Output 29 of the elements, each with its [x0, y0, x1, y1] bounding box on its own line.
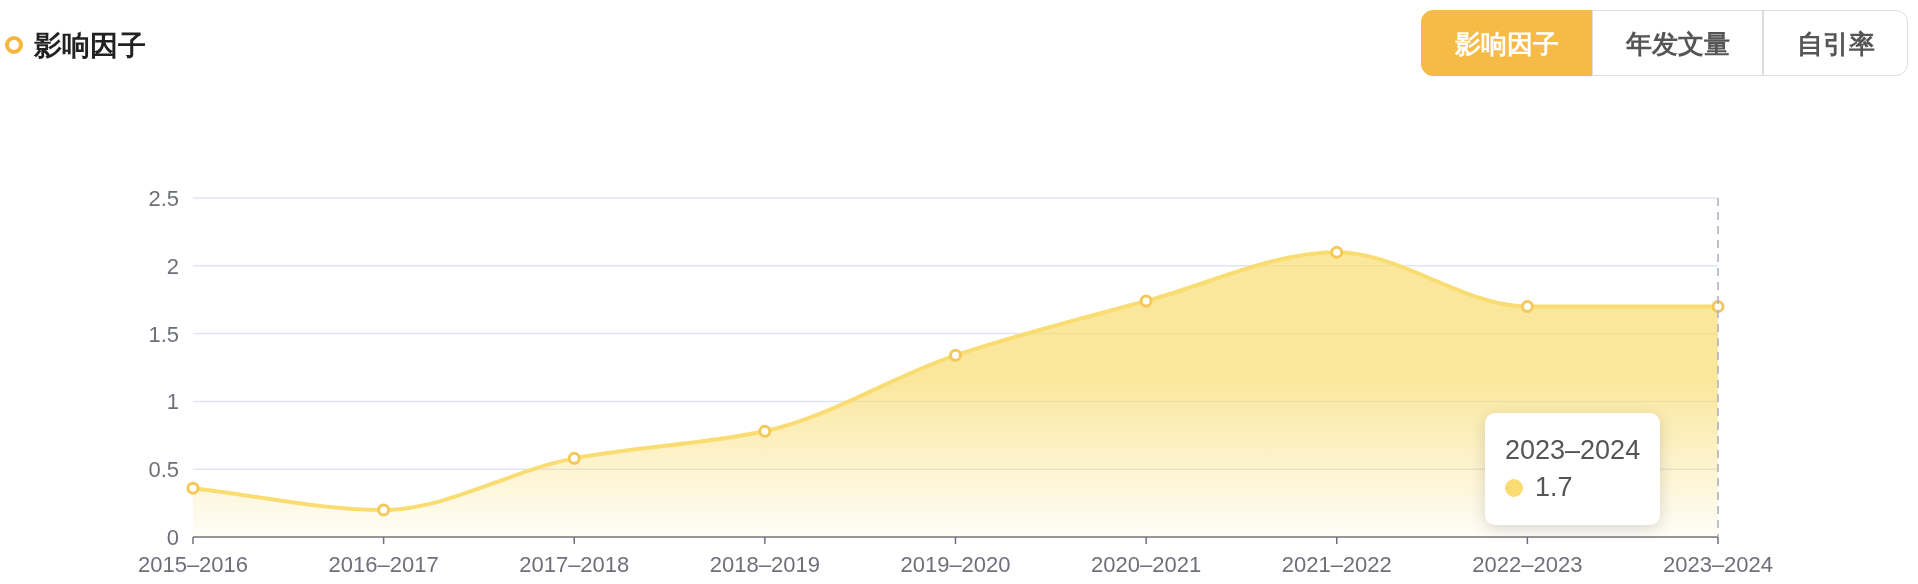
x-tick-label: 2019–2020 — [900, 552, 1011, 577]
y-tick-label: 1 — [166, 389, 179, 415]
y-tick-label: 2 — [166, 253, 179, 279]
point — [949, 348, 962, 362]
y-tick-label: 2.5 — [148, 186, 179, 211]
text: 影响因子 — [1421, 10, 1592, 76]
x-tick-label: 2015–2016 — [137, 552, 249, 577]
chart-title: 影响因子 — [33, 30, 146, 61]
point — [1139, 294, 1153, 308]
point — [567, 451, 581, 465]
x-tick-label: 2023–2024 — [1662, 552, 1774, 577]
annotation: 2023–2024 — [1505, 435, 1641, 465]
x-tick-label: 2017–2018 — [519, 552, 630, 577]
y-tick-label: 0.5 — [148, 457, 179, 483]
point — [1330, 245, 1344, 259]
x-tick-label: 2016–2017 — [328, 552, 439, 577]
point — [1520, 299, 1534, 313]
point — [186, 481, 200, 495]
text: 年发文量 — [1592, 10, 1763, 76]
point — [377, 503, 391, 517]
x-tick-label: 2022–2023 — [1472, 552, 1583, 577]
x-tick-label: 2021–2022 — [1281, 552, 1392, 577]
y-tick-label: 0 — [166, 525, 179, 550]
annotation: 1.7 — [1535, 472, 1573, 502]
point — [758, 424, 772, 438]
x-tick-label: 2018–2019 — [709, 552, 820, 577]
text: 自引率 — [1763, 10, 1908, 76]
y-tick-label: 1.5 — [148, 321, 179, 347]
x-tick-label: 2020–2021 — [1091, 552, 1202, 577]
